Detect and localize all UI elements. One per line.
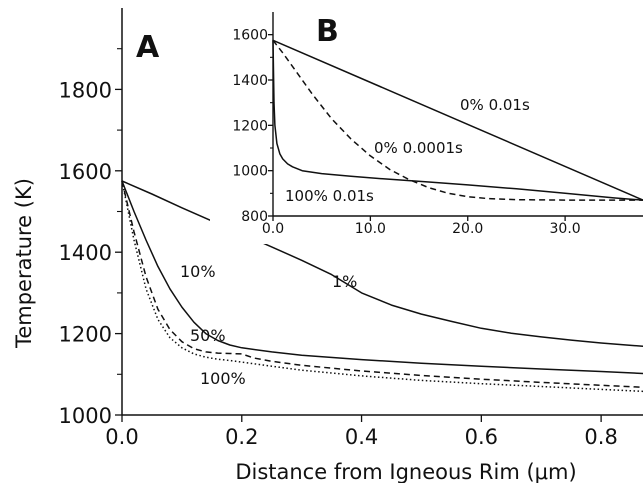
panel-b-ticks: 0.0 10.0 20.0 30.0 800 1000 1200 1400 1600	[232, 28, 580, 237]
panel-b-ytick-label: 800	[241, 209, 268, 225]
panel-a-ticks: 0.0 0.2 0.4 0.6 0.8 1000 1200 1400 1600 1800	[59, 48, 618, 449]
panel-b-xtick-label: 30.0	[550, 221, 581, 237]
panel-b-ytick-label: 1600	[232, 28, 268, 44]
panel-a-xlabel: Distance from Igneous Rim (μm)	[235, 460, 576, 483]
panel-a-ytick-label: 1600	[59, 160, 112, 184]
panel-b-ytick-label: 1000	[232, 164, 268, 180]
panel-b-xtick-label: 0.0	[262, 221, 284, 237]
panel-a-ylabel: Temperature (K)	[12, 178, 36, 349]
panel-a-xtick-label: 0.2	[225, 425, 258, 449]
panel-b-ytick-label: 1200	[232, 118, 268, 134]
panel-a-xtick-label: 0.6	[465, 425, 498, 449]
panel-a-ytick-label: 1000	[59, 404, 112, 428]
curve-label-100pct: 100%	[200, 369, 246, 388]
panel-b-inset: 0.0 10.0 20.0 30.0 800 1000 1200 1400 1600 B 0% …	[210, 0, 643, 244]
panel-a-series-line	[121, 180, 643, 389]
panel-b-ytick-label: 1400	[232, 73, 268, 89]
panel-b-series-line	[272, 39, 643, 201]
panel-b-xtick-label: 10.0	[355, 221, 386, 237]
panel-a-series-line	[121, 180, 643, 375]
panel-a-xtick-label: 0.0	[105, 425, 138, 449]
panel-a-xtick-label: 0.4	[345, 425, 378, 449]
curve-label-10pct: 10%	[180, 262, 216, 281]
panel-a-letter: A	[136, 30, 160, 65]
curve-label-50pct: 50%	[190, 326, 226, 345]
panel-b-series-line	[272, 40, 643, 201]
panel-b-letter: B	[316, 14, 339, 49]
panel-b-series-line	[272, 39, 643, 201]
panel-a-ytick-label: 1400	[59, 241, 112, 265]
curve-label-b-0pct-0.0001s: 0% 0.0001s	[374, 139, 463, 157]
curve-label-b-0pct-0.01s: 0% 0.01s	[460, 96, 530, 114]
panel-a-ytick-label: 1200	[59, 323, 112, 347]
curve-label-1pct: 1%	[332, 272, 357, 291]
panel-a: 0.0 0.2 0.4 0.6 0.8 1000 1200 1400 1600 1800 A Di…	[12, 8, 643, 483]
panel-a-ytick-label: 1800	[59, 78, 112, 102]
panel-b-background	[210, 0, 643, 244]
curve-label-b-100pct-0.01s: 100% 0.01s	[285, 187, 374, 205]
panel-a-xtick-label: 0.8	[584, 425, 617, 449]
panel-b-curves	[272, 39, 643, 201]
panel-b-xtick-label: 20.0	[452, 221, 483, 237]
